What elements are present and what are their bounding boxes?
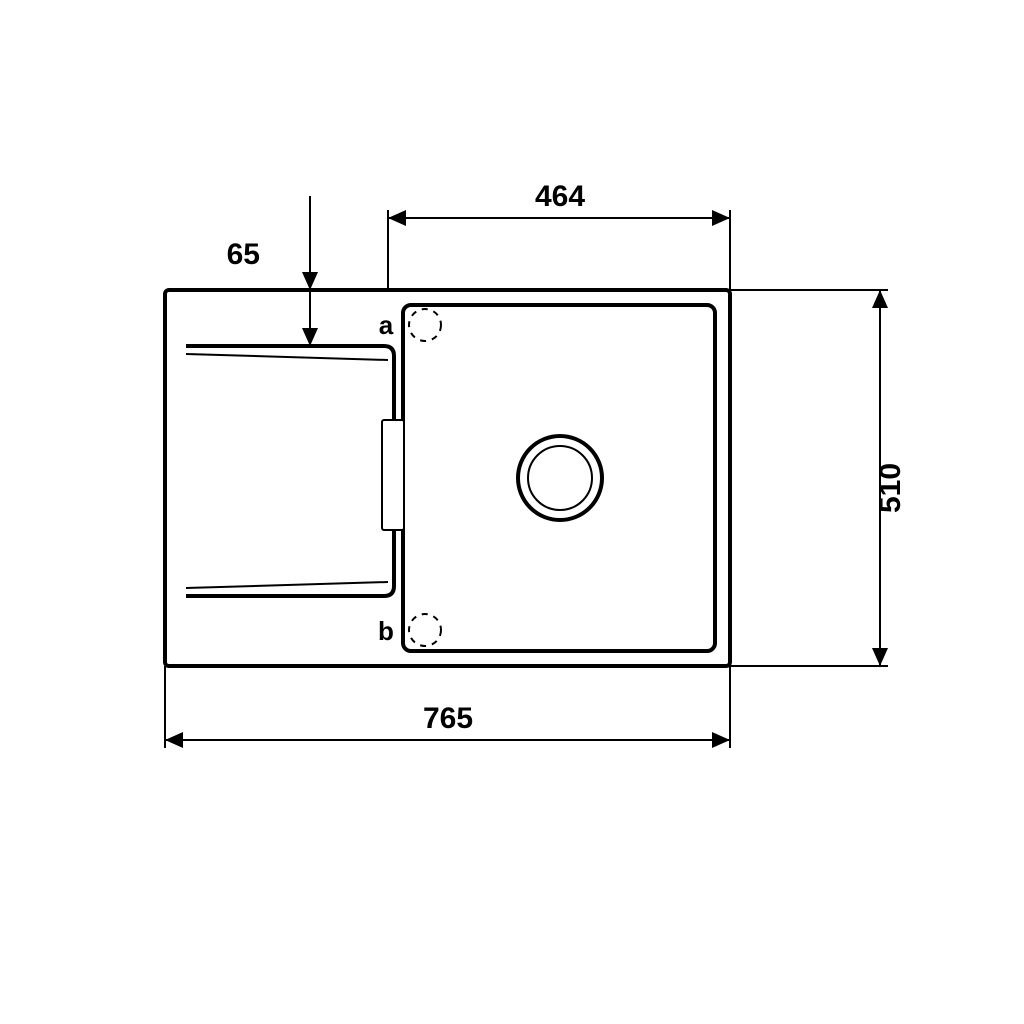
svg-text:a: a: [379, 310, 394, 340]
svg-text:510: 510: [874, 463, 907, 513]
svg-text:765: 765: [423, 702, 473, 735]
sink-technical-drawing: a b 765 510 464 65: [0, 0, 1024, 1024]
svg-text:b: b: [378, 616, 394, 646]
svg-text:464: 464: [535, 180, 585, 213]
svg-text:65: 65: [227, 238, 260, 271]
